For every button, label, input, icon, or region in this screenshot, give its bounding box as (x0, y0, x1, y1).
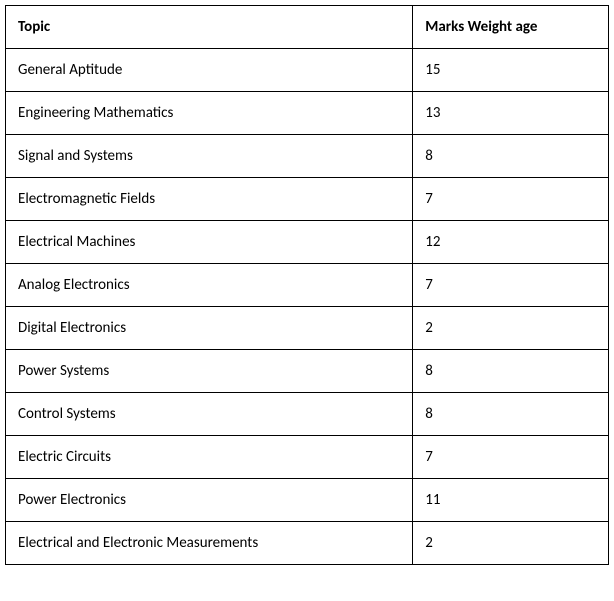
marks-weightage-table: Topic Marks Weight age General Aptitude … (5, 5, 609, 565)
cell-topic: Electrical and Electronic Measurements (6, 522, 413, 565)
table-row: Electrical and Electronic Measurements 2 (6, 522, 609, 565)
column-header-topic: Topic (6, 6, 413, 49)
cell-marks: 11 (413, 479, 609, 522)
cell-topic: Power Electronics (6, 479, 413, 522)
cell-topic: Electric Circuits (6, 436, 413, 479)
table-row: General Aptitude 15 (6, 49, 609, 92)
table-row: Electric Circuits 7 (6, 436, 609, 479)
cell-marks: 13 (413, 92, 609, 135)
table-row: Power Systems 8 (6, 350, 609, 393)
cell-topic: General Aptitude (6, 49, 413, 92)
cell-topic: Electrical Machines (6, 221, 413, 264)
table-row: Control Systems 8 (6, 393, 609, 436)
table-row: Signal and Systems 8 (6, 135, 609, 178)
cell-topic: Signal and Systems (6, 135, 413, 178)
cell-marks: 7 (413, 264, 609, 307)
cell-marks: 2 (413, 522, 609, 565)
cell-topic: Control Systems (6, 393, 413, 436)
cell-marks: 8 (413, 350, 609, 393)
cell-topic: Digital Electronics (6, 307, 413, 350)
table-header-row: Topic Marks Weight age (6, 6, 609, 49)
cell-marks: 12 (413, 221, 609, 264)
cell-marks: 15 (413, 49, 609, 92)
cell-topic: Analog Electronics (6, 264, 413, 307)
table-row: Engineering Mathematics 13 (6, 92, 609, 135)
table-row: Power Electronics 11 (6, 479, 609, 522)
cell-marks: 2 (413, 307, 609, 350)
table-row: Electromagnetic Fields 7 (6, 178, 609, 221)
cell-topic: Engineering Mathematics (6, 92, 413, 135)
cell-topic: Power Systems (6, 350, 413, 393)
table-row: Analog Electronics 7 (6, 264, 609, 307)
cell-marks: 7 (413, 178, 609, 221)
table-row: Digital Electronics 2 (6, 307, 609, 350)
table-row: Electrical Machines 12 (6, 221, 609, 264)
cell-marks: 7 (413, 436, 609, 479)
cell-marks: 8 (413, 135, 609, 178)
cell-topic: Electromagnetic Fields (6, 178, 413, 221)
cell-marks: 8 (413, 393, 609, 436)
column-header-marks: Marks Weight age (413, 6, 609, 49)
